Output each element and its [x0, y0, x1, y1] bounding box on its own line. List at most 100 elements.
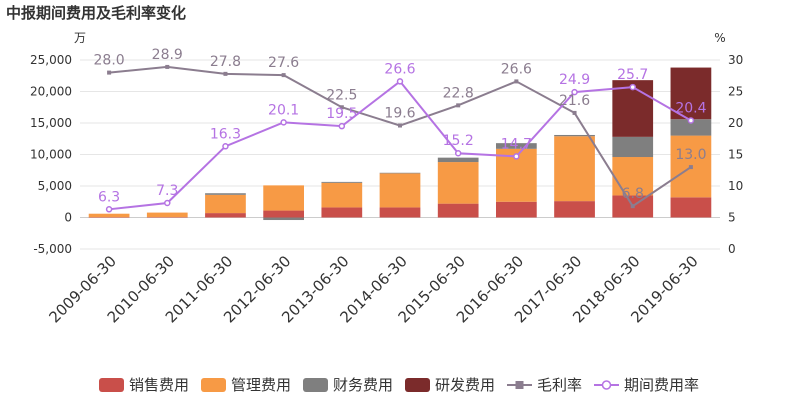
bar-segment: [554, 201, 595, 218]
bar-segment: [88, 217, 130, 218]
line-point: [688, 165, 693, 170]
line-point: [687, 117, 695, 124]
bar-segment: [379, 207, 421, 218]
line-point: [396, 78, 404, 85]
legend-label: 研发费用: [435, 376, 495, 394]
line-point: [571, 88, 578, 96]
line-point: [223, 71, 228, 76]
line-point: [107, 70, 112, 75]
y-left-tick-label: 25,000: [30, 53, 72, 67]
legend-label: 财务费用: [333, 376, 393, 394]
line-point: [105, 206, 113, 213]
y-right-tick-label: 5: [728, 211, 736, 225]
line-point: [456, 103, 461, 108]
y-right-tick-label: 25: [728, 85, 743, 99]
line-point: [164, 199, 171, 207]
line-point: [513, 153, 520, 160]
legend: 销售费用 管理费用 财务费用 研发费用 毛利率 期间费用率: [99, 376, 699, 394]
data-label: 7.3: [156, 183, 178, 199]
y-left-unit: 万: [74, 31, 86, 45]
data-label: 6.3: [98, 189, 120, 205]
line-point: [281, 73, 286, 78]
bar-segment: [612, 136, 654, 158]
bar-segment: [612, 157, 654, 196]
bar-segment: [554, 136, 595, 202]
y-right-tick-label: 20: [728, 116, 743, 130]
bar-segment: [554, 134, 595, 137]
legend-swatch: [99, 378, 124, 392]
data-label: 20.4: [675, 100, 706, 116]
data-label: 16.3: [210, 126, 241, 142]
line-point: [572, 110, 577, 115]
bar-segment: [263, 185, 304, 211]
data-label: 13.0: [675, 147, 706, 163]
y-left-tick-label: 0: [64, 211, 72, 225]
bar-segment: [88, 213, 130, 218]
bar-segment: [263, 217, 304, 221]
data-label: 21.6: [559, 93, 590, 109]
line-point: [280, 119, 287, 126]
bar-segment: [496, 201, 537, 218]
line-point: [398, 123, 402, 128]
bar-segment: [670, 119, 712, 136]
bar-segment: [496, 143, 537, 149]
bar-segment: [437, 203, 479, 218]
legend-swatch: [201, 378, 226, 392]
data-label: 15.2: [443, 133, 474, 149]
y-left-tick-label: -5,000: [33, 242, 72, 256]
data-label: 27.6: [268, 55, 299, 71]
bars: [88, 67, 712, 221]
y-right-tick-label: 0: [728, 242, 736, 256]
data-label: 24.9: [559, 72, 590, 88]
bar-segment: [205, 194, 246, 214]
line-point: [514, 79, 519, 84]
bar-segment: [670, 197, 712, 218]
y-left-tick-label: 15,000: [30, 116, 72, 130]
data-labels: 28.0 28.9 27.8 27.6 22.5 19.6 22.8 26.6 21.6 6.8 1…: [94, 47, 707, 205]
data-label: 26.6: [384, 61, 415, 77]
y-left-tick-label: 20,000: [30, 85, 72, 99]
bar-segment: [146, 217, 188, 218]
y-left-tick-label: 10,000: [30, 148, 72, 162]
y-right-tick-label: 30: [728, 53, 743, 67]
bar-segment: [379, 173, 421, 208]
legend-marker: [515, 381, 524, 389]
bar-segment: [321, 181, 363, 183]
legend-swatch: [303, 378, 328, 392]
bar-segment: [205, 213, 246, 218]
bar-segment: [437, 157, 479, 163]
data-label: 19.6: [384, 106, 415, 122]
line-point: [630, 204, 635, 209]
bar-segment: [437, 162, 479, 204]
line-point: [165, 64, 170, 69]
bar-segment: [670, 67, 712, 120]
legend-label: 毛利率: [537, 376, 582, 394]
line-point: [339, 105, 344, 110]
data-label: 14.7: [501, 136, 532, 152]
data-label: 26.6: [501, 61, 532, 77]
bar-segment: [321, 182, 363, 208]
line-point: [454, 149, 462, 157]
bar-segment: [379, 172, 421, 174]
data-label: 27.8: [210, 54, 241, 70]
line-point: [222, 143, 229, 150]
legend-swatch: [405, 378, 430, 392]
y-right-tick-label: 10: [728, 179, 743, 193]
data-label: 22.8: [443, 85, 474, 101]
data-label: 20.1: [268, 102, 299, 118]
data-label: 28.9: [152, 47, 183, 63]
legend-label: 期间费用率: [624, 376, 699, 394]
y-right-unit: %: [714, 31, 725, 45]
legend-label: 销售费用: [129, 376, 189, 394]
data-label: 19.5: [326, 106, 357, 122]
line-point: [629, 83, 636, 91]
bar-segment: [263, 210, 304, 218]
x-axis: 2009-06-302010-06-302011-06-302012-06-30…: [46, 252, 702, 326]
bar-segment: [205, 193, 246, 195]
legend-label: 管理费用: [231, 376, 291, 394]
lines: [105, 64, 695, 213]
y-axis-right: 0 5 10 15 20 25 30%: [714, 31, 743, 256]
bar-segment: [321, 207, 363, 218]
